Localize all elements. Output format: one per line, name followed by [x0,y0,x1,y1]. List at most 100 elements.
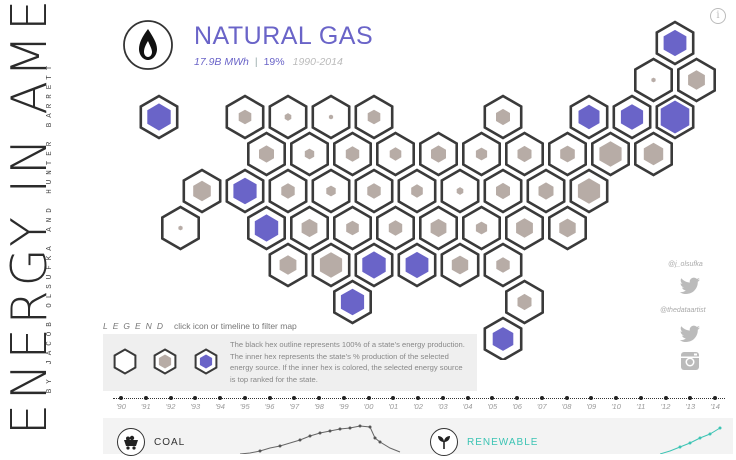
flame-icon[interactable] [122,19,174,71]
year-timeline[interactable]: '90 '91 '92 '93 '94 '95 '96 '97 '98 '99 '00 '01 '02 '… [103,392,733,414]
state-hex[interactable] [247,131,287,177]
state-hex[interactable] [461,131,502,177]
state-hex[interactable] [547,131,588,177]
state-hex[interactable] [483,168,523,214]
state-hex[interactable] [354,94,394,140]
state-hex[interactable] [655,94,695,140]
state-hex[interactable] [440,168,480,214]
timeline-year-dot[interactable] [638,396,643,400]
renewable-button[interactable] [430,428,458,456]
state-hex[interactable] [440,242,480,288]
state-hex[interactable] [375,131,416,177]
state-hex[interactable] [311,168,351,214]
state-hex[interactable] [247,205,287,251]
state-hex[interactable] [676,57,717,103]
timeline-year-dot[interactable] [218,396,222,400]
timeline-year-label[interactable]: '95 [239,402,250,411]
state-hex[interactable] [483,242,523,288]
timeline-year-dot[interactable] [193,396,198,400]
timeline-year-dot[interactable] [539,396,544,400]
timeline-year-label[interactable]: '93 [190,402,201,411]
timeline-year-label[interactable]: '98 [314,402,324,411]
state-hex[interactable] [504,279,545,325]
timeline-year-label[interactable]: '03 [437,402,448,411]
timeline-year-label[interactable]: '90 [116,402,126,411]
state-hex[interactable] [268,242,308,288]
state-hex[interactable] [268,168,308,214]
info-circle-icon[interactable]: i [710,8,726,24]
renewable-label[interactable]: RENEWABLE [467,437,539,448]
state-hex[interactable] [268,94,308,140]
timeline-year-dot[interactable] [168,396,173,400]
state-hex[interactable] [483,316,523,360]
timeline-year-label[interactable]: '99 [338,402,349,411]
timeline-year-dot[interactable] [614,396,618,400]
state-hex[interactable] [655,20,695,66]
timeline-year-dot[interactable] [416,396,420,400]
state-hex[interactable] [547,205,588,251]
state-hex[interactable] [483,94,523,140]
timeline-year-dot[interactable] [465,396,470,400]
timeline-year-dot[interactable] [564,396,569,400]
state-hex[interactable] [332,279,373,325]
state-hex[interactable] [418,205,459,251]
state-hex[interactable] [397,168,437,214]
state-hex[interactable] [289,205,330,251]
state-hex[interactable] [311,242,351,288]
timeline-year-label[interactable]: '13 [685,402,696,411]
state-hex[interactable] [504,205,545,251]
timeline-year-dot[interactable] [589,396,594,400]
twitter-icon[interactable] [679,277,701,295]
timeline-year-dot[interactable] [663,396,668,400]
timeline-year-label[interactable]: '09 [586,402,597,411]
timeline-year-label[interactable]: '07 [536,402,547,411]
state-hex[interactable] [633,131,674,177]
state-hex[interactable] [289,131,330,177]
twitter-icon[interactable] [679,325,701,343]
coal-button[interactable] [117,428,145,456]
state-hex[interactable] [375,205,416,251]
timeline-year-dot[interactable] [292,396,297,400]
twitter-handle-1[interactable]: @j_olsufka [668,261,703,268]
timeline-year-label[interactable]: '94 [215,402,225,411]
coal-label[interactable]: COAL [154,437,186,448]
state-hex[interactable] [332,131,373,177]
twitter-handle-2[interactable]: @thedataartist [660,307,706,314]
timeline-year-label[interactable]: '01 [388,402,399,411]
timeline-year-dot[interactable] [119,396,123,400]
timeline-year-label[interactable]: '06 [512,402,522,411]
state-hex[interactable] [225,168,265,214]
state-hex[interactable] [633,57,674,103]
timeline-year-label[interactable]: '91 [140,402,151,411]
timeline-year-label[interactable]: '96 [264,402,275,411]
state-hex[interactable] [161,205,200,251]
timeline-year-label[interactable]: '92 [165,402,176,411]
timeline-year-label[interactable]: '02 [413,402,423,411]
timeline-year-label[interactable]: '12 [660,402,671,411]
timeline-year-dot[interactable] [242,396,247,400]
timeline-year-dot[interactable] [713,396,717,400]
timeline-year-label[interactable]: '10 [611,402,621,411]
state-hex[interactable] [569,168,609,214]
timeline-year-label[interactable]: '11 [636,402,646,411]
timeline-year-label[interactable]: '00 [363,402,374,411]
timeline-year-dot[interactable] [391,396,396,400]
state-hex[interactable] [590,131,631,177]
timeline-year-dot[interactable] [515,396,519,400]
state-hex[interactable] [569,94,609,140]
state-hex[interactable] [311,94,351,140]
state-hex[interactable] [139,94,179,140]
state-hex[interactable] [225,94,265,140]
timeline-year-dot[interactable] [317,396,321,400]
timeline-year-label[interactable]: '05 [487,402,498,411]
timeline-year-label[interactable]: '04 [462,402,473,411]
state-hex[interactable] [332,205,373,251]
timeline-year-dot[interactable] [440,396,445,400]
timeline-year-dot[interactable] [341,396,346,400]
timeline-year-dot[interactable] [267,396,272,400]
timeline-year-dot[interactable] [490,396,495,400]
state-hex[interactable] [418,131,459,177]
state-hex[interactable] [354,242,394,288]
timeline-year-label[interactable]: '97 [289,402,300,411]
timeline-year-label[interactable]: '14 [710,402,720,411]
